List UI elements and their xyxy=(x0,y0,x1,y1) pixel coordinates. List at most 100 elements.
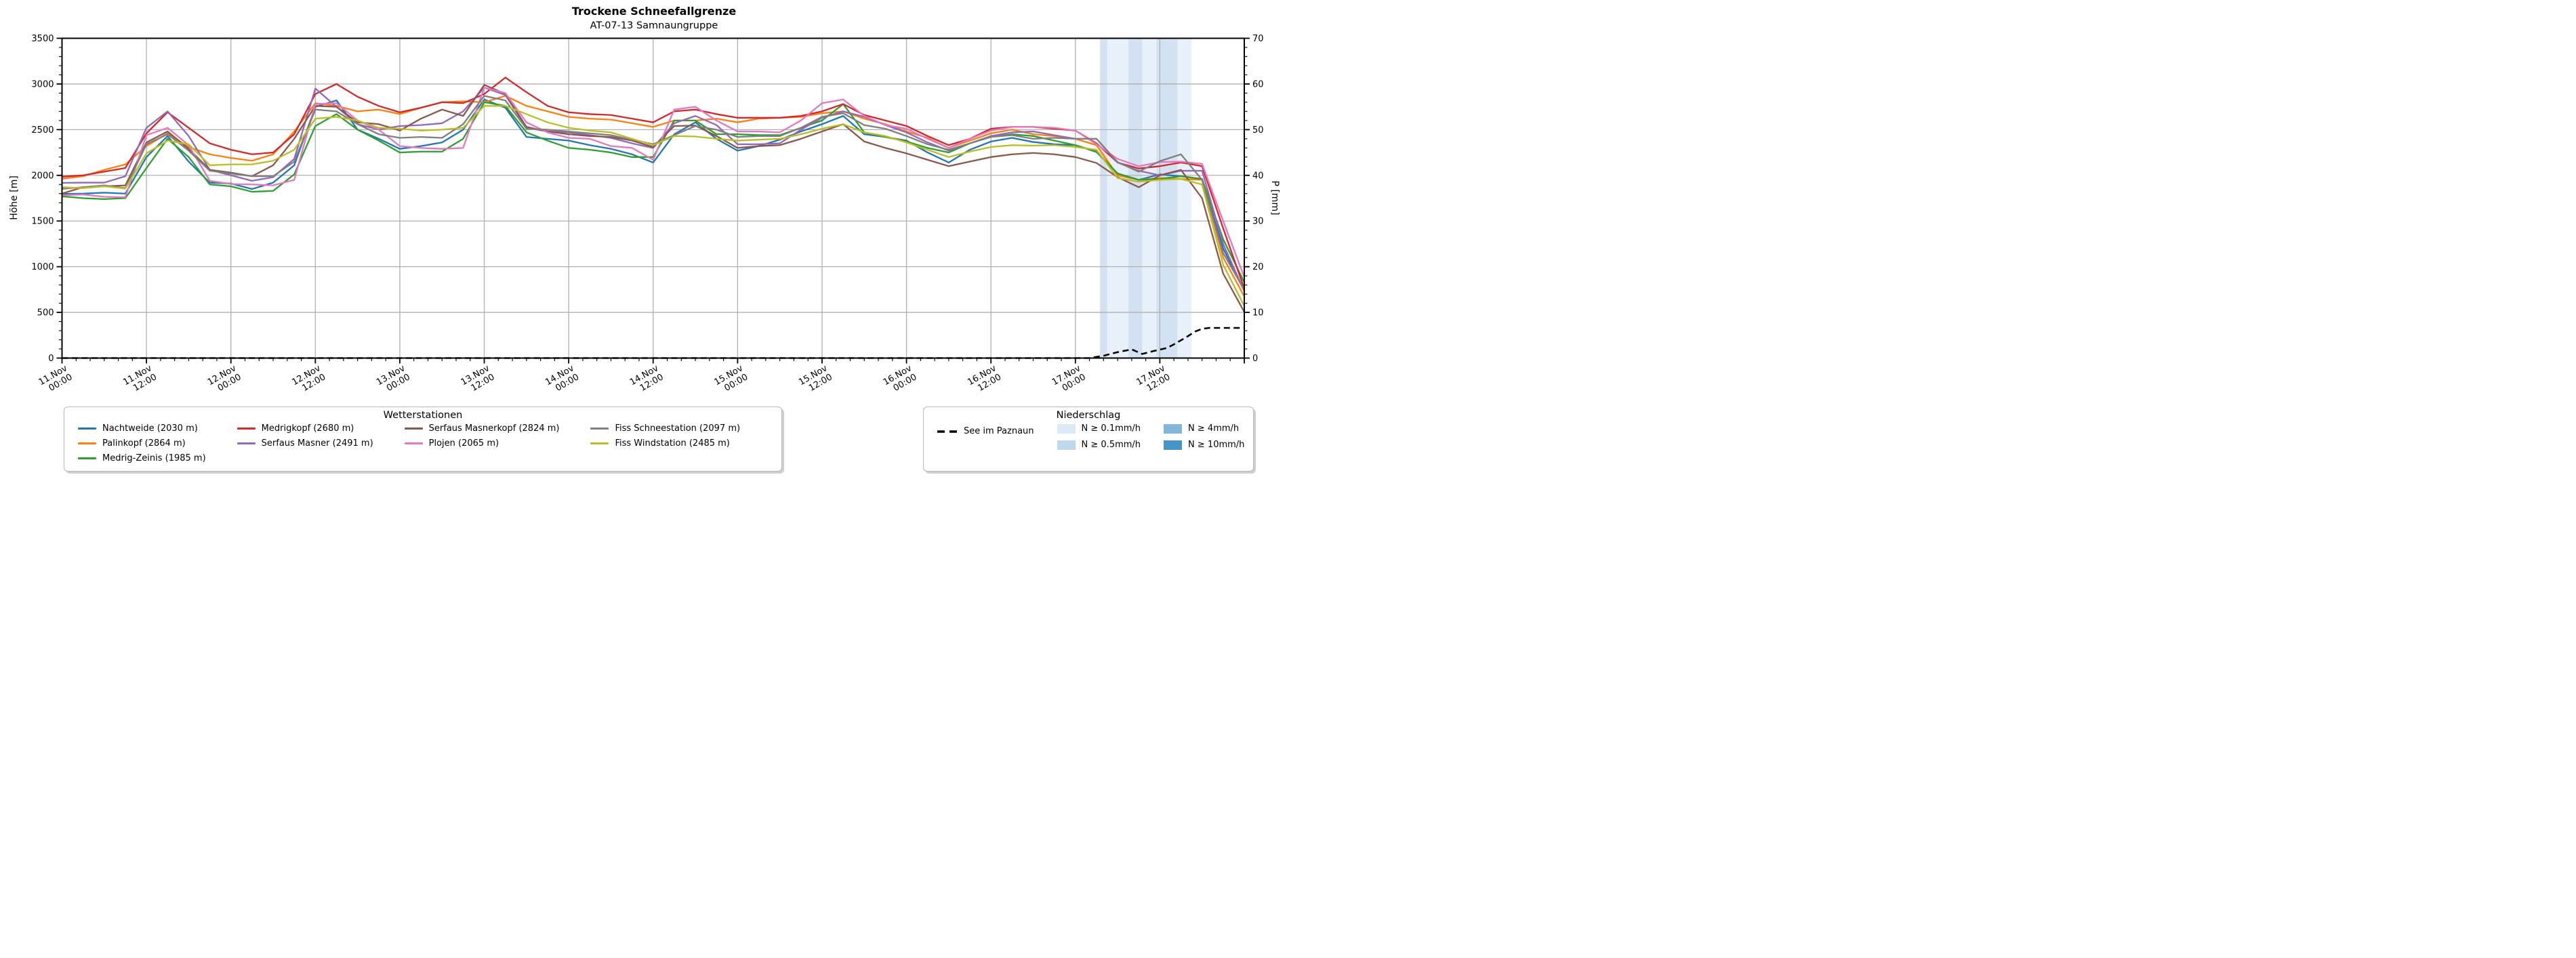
y-left-tick-label: 2500 xyxy=(31,125,54,136)
y-left-tick-label: 500 xyxy=(37,308,54,318)
legend-item: N ≥ 0.5mm/h xyxy=(1057,440,1141,450)
legend-item: Palinkopf (2864 m) xyxy=(78,438,206,449)
legend-label: N ≥ 10mm/h xyxy=(1188,440,1245,450)
y-right-tick-label: 40 xyxy=(1252,171,1264,181)
legend-line-sample xyxy=(404,442,423,445)
y-left-tick-label: 1000 xyxy=(31,262,54,272)
legend-label: Palinkopf (2864 m) xyxy=(102,438,186,449)
x-tick-label: 12.Nov00:00 xyxy=(206,363,243,394)
y-right-tick-label: 60 xyxy=(1252,79,1264,89)
legend-dashed-sample xyxy=(937,430,958,434)
precip-band xyxy=(1107,38,1128,358)
legend-patch-sample xyxy=(1057,423,1076,434)
x-tick-label: 16.Nov12:00 xyxy=(966,363,1003,394)
precip-legend-column: N ≥ 0.1mm/h N ≥ 0.5mm/h xyxy=(1057,423,1141,450)
precip-legend: Niederschlag See im Paznaun N ≥ 0.1mm/h N … xyxy=(923,407,1254,472)
legend-item: Fiss Windstation (2485 m) xyxy=(590,438,740,449)
x-tick-label: 14.Nov12:00 xyxy=(628,363,666,394)
series-line xyxy=(62,95,1246,297)
x-tick-label: 15.Nov00:00 xyxy=(712,363,750,394)
legend-line-sample xyxy=(237,427,255,430)
precip-legend-column: N ≥ 4mm/h N ≥ 10mm/h xyxy=(1164,423,1244,450)
series-line xyxy=(62,101,1246,283)
series-line xyxy=(62,87,1246,292)
legend-item: Serfaus Masnerkopf (2824 m) xyxy=(404,423,560,434)
precip-legend-items: See im Paznaun N ≥ 0.1mm/h N ≥ 0.5mm/h N ≥ … xyxy=(937,423,1244,450)
series-line xyxy=(62,98,1246,291)
legend-patch-sample xyxy=(1057,440,1076,450)
y-left-tick-label: 3500 xyxy=(31,34,54,44)
x-tick-label: 13.Nov00:00 xyxy=(375,363,412,394)
legend-label: Serfaus Masnerkopf (2824 m) xyxy=(428,423,560,434)
legend-label: Nachtweide (2030 m) xyxy=(102,423,198,434)
legend-label: Fiss Windstation (2485 m) xyxy=(615,438,730,449)
x-tick-label: 14.Nov00:00 xyxy=(544,363,581,394)
legend-label: Fiss Schneestation (2097 m) xyxy=(615,423,741,434)
station-legend-column: Nachtweide (2030 m) Palinkopf (2864 m) Med… xyxy=(78,423,206,463)
x-tick-label: 11.Nov00:00 xyxy=(37,363,75,394)
legend-line-sample xyxy=(78,442,96,445)
y-axis-right-label: P [mm] xyxy=(1269,180,1280,215)
legend-line-sample xyxy=(590,427,609,430)
legend-item: Medrigkopf (2680 m) xyxy=(237,423,373,434)
chart-title: Trockene Schneefallgrenze xyxy=(572,5,737,18)
station-legend-column: Serfaus Masnerkopf (2824 m) Plojen (2065 … xyxy=(404,423,560,449)
precip-band xyxy=(1128,38,1143,358)
y-right-tick-label: 10 xyxy=(1252,308,1264,318)
legend-label: N ≥ 0.1mm/h xyxy=(1081,423,1141,434)
series-line xyxy=(62,87,1246,278)
y-right-tick-label: 70 xyxy=(1252,34,1264,44)
legend-label: Serfaus Masner (2491 m) xyxy=(261,438,373,449)
station-legend: Wetterstationen Nachtweide (2030 m) Palin… xyxy=(64,407,782,472)
legend-line-sample xyxy=(237,442,255,445)
legend-line-sample xyxy=(404,427,423,430)
legend-line-sample xyxy=(78,427,96,430)
y-right-tick-label: 20 xyxy=(1252,262,1264,272)
station-legend-title: Wetterstationen xyxy=(383,410,463,421)
snowfall-limit-chart: 0 500 1000 1500 2000 2500 3000 3500 0 10 20 30 40 50 6… xyxy=(9,5,1280,394)
figure: 0 500 1000 1500 2000 2500 3000 3500 0 10 20 30 40 50 6… xyxy=(0,0,1288,479)
precip-band xyxy=(1100,38,1107,358)
legend-line-sample xyxy=(78,457,96,460)
y-left-tick-label: 1500 xyxy=(31,217,54,227)
series-line xyxy=(62,95,1245,291)
station-legend-column: Medrigkopf (2680 m) Serfaus Masner (2491 … xyxy=(237,423,373,449)
legend-item: N ≥ 10mm/h xyxy=(1164,440,1244,450)
legend-item: N ≥ 0.1mm/h xyxy=(1057,423,1141,434)
legend-label: See im Paznaun xyxy=(964,426,1034,436)
legend-label: N ≥ 0.5mm/h xyxy=(1081,440,1141,450)
y-axis-left-label: Höhe [m] xyxy=(9,175,20,220)
x-tick-label: 11.Nov12:00 xyxy=(121,363,159,394)
y-right-tick-label: 30 xyxy=(1252,217,1264,227)
legend-item: Plojen (2065 m) xyxy=(404,438,560,449)
legend-item: Fiss Schneestation (2097 m) xyxy=(590,423,740,434)
x-tick-label: 17.Nov00:00 xyxy=(1050,363,1088,394)
x-tick-label: 17.Nov12:00 xyxy=(1135,363,1172,394)
y-right-tick-label: 50 xyxy=(1252,125,1264,136)
y-left-tick-label: 2000 xyxy=(31,171,54,181)
legend-line-sample xyxy=(590,442,609,445)
legend-item: See im Paznaun xyxy=(937,426,1034,436)
legend-item: Serfaus Masner (2491 m) xyxy=(237,438,373,449)
legend-row: Wetterstationen Nachtweide (2030 m) Palin… xyxy=(0,397,1288,482)
precip-legend-title: Niederschlag xyxy=(1056,410,1121,421)
precip-band xyxy=(1142,38,1157,358)
y-right-tick-label: 0 xyxy=(1252,354,1258,364)
x-tick-label: 15.Nov12:00 xyxy=(797,363,834,394)
precip-legend-column: See im Paznaun xyxy=(937,423,1034,436)
legend-patch-sample xyxy=(1164,440,1183,450)
station-legend-column: Fiss Schneestation (2097 m) Fiss Windstat… xyxy=(590,423,740,449)
legend-item: Medrig-Zeinis (1985 m) xyxy=(78,453,206,463)
series-line xyxy=(62,105,1246,307)
y-left-tick-label: 3000 xyxy=(31,79,54,89)
legend-label: N ≥ 4mm/h xyxy=(1188,423,1240,434)
chart-plot-area: 0 500 1000 1500 2000 2500 3000 3500 0 10 20 30 40 50 6… xyxy=(31,34,1263,394)
legend-label: Medrig-Zeinis (1985 m) xyxy=(102,453,206,463)
chart-subtitle: AT-07-13 Samnaungruppe xyxy=(590,20,718,31)
series-line xyxy=(62,84,1246,312)
x-tick-label: 16.Nov00:00 xyxy=(882,363,919,394)
x-tick-label: 12.Nov12:00 xyxy=(290,363,327,394)
precip-band xyxy=(1177,38,1192,358)
legend-item: Nachtweide (2030 m) xyxy=(78,423,206,434)
station-legend-items: Nachtweide (2030 m) Palinkopf (2864 m) Med… xyxy=(78,423,768,463)
